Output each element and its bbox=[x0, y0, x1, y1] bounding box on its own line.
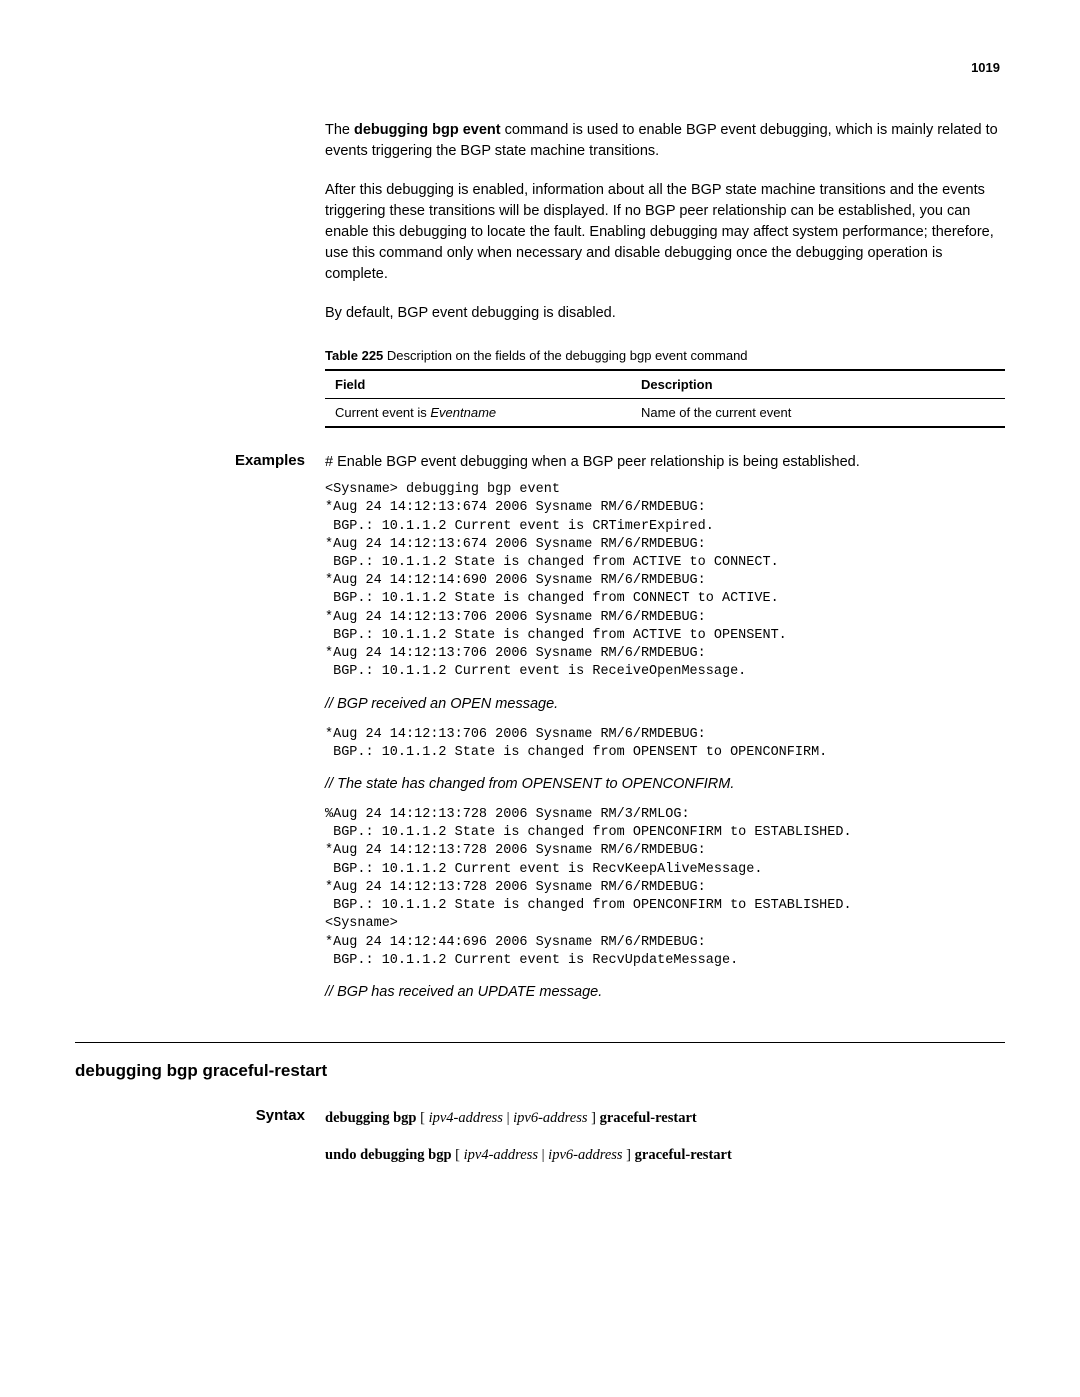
section-heading: debugging bgp graceful-restart bbox=[75, 1061, 1005, 1081]
comment-2: // The state has changed from OPENSENT t… bbox=[325, 776, 1005, 792]
comment-3: // BGP has received an UPDATE message. bbox=[325, 984, 1005, 1000]
syntax1-b2: graceful-restart bbox=[600, 1110, 697, 1126]
syntax1-i2: ipv6-address bbox=[513, 1110, 587, 1126]
fields-table: Field Description Current event is Event… bbox=[325, 369, 1005, 428]
intro-paragraph-2: After this debugging is enabled, informa… bbox=[325, 180, 1005, 285]
syntax2-b1: undo debugging bgp bbox=[325, 1147, 452, 1163]
syntax-line-1: debugging bgp [ ipv4-address | ipv6-addr… bbox=[325, 1107, 1005, 1130]
syntax1-pipe: | bbox=[503, 1110, 513, 1126]
code-block-2: *Aug 24 14:12:13:706 2006 Sysname RM/6/R… bbox=[325, 726, 1005, 762]
main-content: The debugging bgp event command is used … bbox=[325, 120, 1005, 1181]
syntax2-brkL: [ bbox=[452, 1147, 464, 1163]
examples-section: Examples # Enable BGP event debugging wh… bbox=[75, 452, 1005, 1014]
table-header-description: Description bbox=[631, 370, 1005, 399]
syntax-section: Syntax debugging bgp [ ipv4-address | ip… bbox=[75, 1107, 1005, 1181]
syntax2-brkR: ] bbox=[623, 1147, 635, 1163]
table-cell-desc: Name of the current event bbox=[631, 399, 1005, 428]
syntax-label: Syntax bbox=[75, 1107, 325, 1181]
syntax2-i2: ipv6-address bbox=[548, 1147, 622, 1163]
table-caption-rest: Description on the fields of the debuggi… bbox=[383, 348, 747, 363]
syntax-line-2: undo debugging bgp [ ipv4-address | ipv6… bbox=[325, 1144, 1005, 1167]
table-row: Current event is Eventname Name of the c… bbox=[325, 399, 1005, 428]
examples-content: # Enable BGP event debugging when a BGP … bbox=[325, 452, 1005, 1014]
syntax1-brkR: ] bbox=[587, 1110, 599, 1126]
intro-paragraph-1: The debugging bgp event command is used … bbox=[325, 120, 1005, 162]
syntax1-b1: debugging bgp bbox=[325, 1110, 416, 1126]
table-field-prefix: Current event is bbox=[335, 405, 430, 420]
examples-label: Examples bbox=[75, 452, 325, 1014]
table-header-field: Field bbox=[325, 370, 631, 399]
comment-1: // BGP received an OPEN message. bbox=[325, 696, 1005, 712]
examples-lead: # Enable BGP event debugging when a BGP … bbox=[325, 452, 1005, 473]
syntax2-i1: ipv4-address bbox=[464, 1147, 538, 1163]
intro-p1-prefix: The bbox=[325, 122, 354, 138]
intro-paragraph-3: By default, BGP event debugging is disab… bbox=[325, 303, 1005, 324]
table-cell-field: Current event is Eventname bbox=[325, 399, 631, 428]
syntax-body: debugging bgp [ ipv4-address | ipv6-addr… bbox=[325, 1107, 1005, 1181]
page-number: 1019 bbox=[971, 60, 1000, 75]
syntax1-i1: ipv4-address bbox=[429, 1110, 503, 1126]
table-caption-bold: Table 225 bbox=[325, 348, 383, 363]
section-divider bbox=[75, 1042, 1005, 1043]
syntax2-pipe: | bbox=[538, 1147, 548, 1163]
table-field-italic: Eventname bbox=[430, 405, 496, 420]
intro-p1-bold: debugging bgp event bbox=[354, 122, 501, 138]
syntax1-brkL: [ bbox=[416, 1110, 428, 1126]
syntax2-b2: graceful-restart bbox=[635, 1147, 732, 1163]
code-block-1: <Sysname> debugging bgp event *Aug 24 14… bbox=[325, 481, 1005, 681]
table-caption: Table 225 Description on the fields of t… bbox=[325, 348, 1005, 363]
code-block-3: %Aug 24 14:12:13:728 2006 Sysname RM/3/R… bbox=[325, 806, 1005, 970]
